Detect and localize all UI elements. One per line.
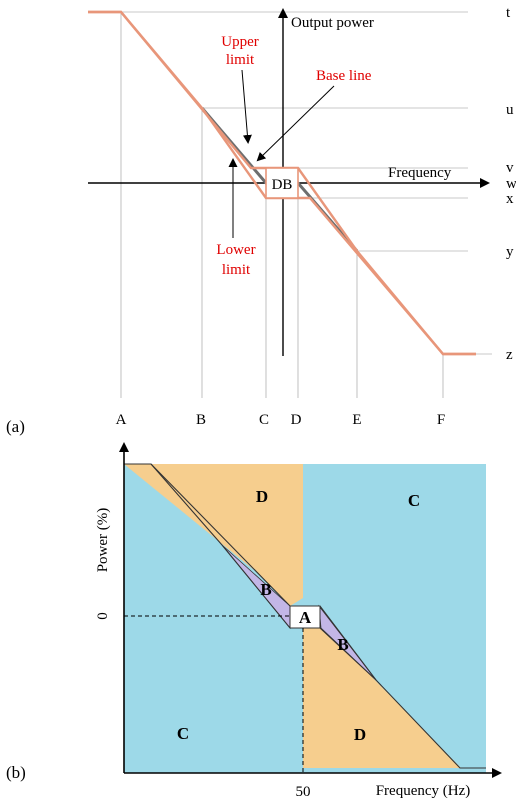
output-power-title: Output power [291, 15, 374, 31]
upper-limit-arrow [241, 69, 252, 144]
region-d-bottom [303, 628, 461, 768]
frequency-axis-title-b: Frequency (Hz) [376, 783, 471, 799]
label-z: z [506, 347, 513, 363]
lower-limit-label-line1: Lower [216, 242, 255, 258]
frequency-title: Frequency [388, 165, 452, 181]
label-v: v [506, 160, 514, 176]
panel-a-tag: (a) [6, 417, 25, 436]
x-tick-fifty: 50 [296, 784, 311, 800]
region-label-c-bottom: C [177, 724, 189, 743]
region-label-d-top: D [256, 487, 268, 506]
label-f: F [437, 412, 445, 428]
label-x: x [506, 191, 514, 207]
region-label-b-upper: B [260, 580, 271, 599]
deadband-label: DB [272, 177, 293, 193]
label-a: A [116, 412, 127, 428]
region-label-d-bottom: D [354, 725, 366, 744]
deadband-box [265, 167, 299, 199]
base-line-label: Base line [316, 68, 372, 84]
base-line-arrow [256, 85, 335, 162]
label-d: D [291, 412, 302, 428]
label-e: E [352, 412, 361, 428]
region-label-a: A [299, 608, 312, 627]
label-u: u [506, 102, 514, 118]
y-tick-zero: 0 [95, 612, 111, 620]
label-c: C [259, 412, 269, 428]
region-label-c-right: C [408, 491, 420, 510]
panel-b: A D C B B C D Power (%) 0 50 Frequency (… [6, 442, 502, 800]
power-axis-title: Power (%) [95, 508, 111, 573]
upper-limit-label-line1: Upper [221, 34, 259, 50]
panel-a: DB Output power Frequency Upper limit Ba… [6, 5, 516, 436]
panel-b-tag: (b) [6, 763, 26, 782]
upper-limit-label-line2: limit [226, 52, 255, 68]
vertical-guides [120, 12, 444, 398]
label-t: t [506, 5, 511, 21]
label-b: B [196, 412, 206, 428]
lower-limit-label-line2: limit [222, 262, 251, 278]
deadband-box-b [289, 605, 321, 629]
label-y: y [506, 244, 514, 260]
label-w: w [506, 176, 516, 192]
region-label-b-lower: B [337, 635, 348, 654]
